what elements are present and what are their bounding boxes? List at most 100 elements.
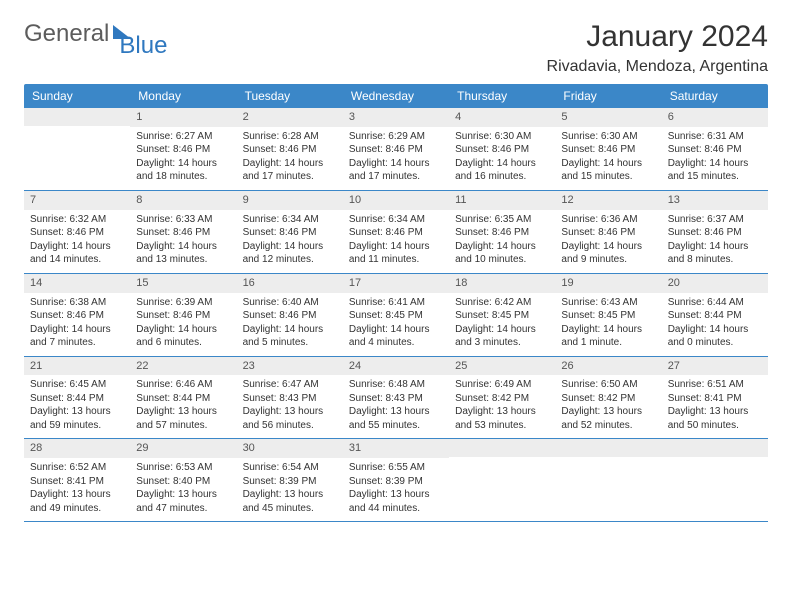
- sunset-line: Sunset: 8:40 PM: [136, 475, 230, 489]
- calendar-day-cell: 26Sunrise: 6:50 AMSunset: 8:42 PMDayligh…: [555, 356, 661, 439]
- sunrise-line: Sunrise: 6:37 AM: [668, 213, 762, 227]
- sunset-line: Sunset: 8:46 PM: [243, 309, 337, 323]
- day-details: Sunrise: 6:34 AMSunset: 8:46 PMDaylight:…: [237, 210, 343, 273]
- daylight-line: and 7 minutes.: [30, 336, 124, 350]
- day-details: Sunrise: 6:45 AMSunset: 8:44 PMDaylight:…: [24, 375, 130, 438]
- daylight-line: Daylight: 14 hours: [455, 240, 549, 254]
- day-number: 13: [662, 191, 768, 210]
- daylight-line: and 47 minutes.: [136, 502, 230, 516]
- day-details: Sunrise: 6:52 AMSunset: 8:41 PMDaylight:…: [24, 458, 130, 521]
- sunrise-line: Sunrise: 6:44 AM: [668, 296, 762, 310]
- daylight-line: and 50 minutes.: [668, 419, 762, 433]
- daylight-line: Daylight: 13 hours: [349, 488, 443, 502]
- calendar-week-row: 28Sunrise: 6:52 AMSunset: 8:41 PMDayligh…: [24, 439, 768, 522]
- calendar-day-cell: 15Sunrise: 6:39 AMSunset: 8:46 PMDayligh…: [130, 273, 236, 356]
- sunrise-line: Sunrise: 6:43 AM: [561, 296, 655, 310]
- sunset-line: Sunset: 8:46 PM: [455, 226, 549, 240]
- sunset-line: Sunset: 8:41 PM: [668, 392, 762, 406]
- day-number: [24, 108, 130, 126]
- daylight-line: Daylight: 14 hours: [136, 157, 230, 171]
- daylight-line: and 53 minutes.: [455, 419, 549, 433]
- calendar-day-cell: [662, 439, 768, 522]
- daylight-line: and 3 minutes.: [455, 336, 549, 350]
- day-number: 28: [24, 439, 130, 458]
- daylight-line: and 5 minutes.: [243, 336, 337, 350]
- calendar-day-cell: 4Sunrise: 6:30 AMSunset: 8:46 PMDaylight…: [449, 108, 555, 190]
- daylight-line: and 8 minutes.: [668, 253, 762, 267]
- calendar-day-cell: 30Sunrise: 6:54 AMSunset: 8:39 PMDayligh…: [237, 439, 343, 522]
- daylight-line: and 13 minutes.: [136, 253, 230, 267]
- day-details: Sunrise: 6:30 AMSunset: 8:46 PMDaylight:…: [555, 127, 661, 190]
- daylight-line: Daylight: 13 hours: [243, 405, 337, 419]
- day-number: 11: [449, 191, 555, 210]
- daylight-line: and 15 minutes.: [561, 170, 655, 184]
- sunset-line: Sunset: 8:46 PM: [243, 143, 337, 157]
- sunset-line: Sunset: 8:46 PM: [136, 143, 230, 157]
- day-of-week-header: Sunday: [24, 84, 130, 108]
- day-details: Sunrise: 6:49 AMSunset: 8:42 PMDaylight:…: [449, 375, 555, 438]
- sunrise-line: Sunrise: 6:54 AM: [243, 461, 337, 475]
- daylight-line: Daylight: 13 hours: [30, 488, 124, 502]
- sunrise-line: Sunrise: 6:28 AM: [243, 130, 337, 144]
- daylight-line: and 55 minutes.: [349, 419, 443, 433]
- sunrise-line: Sunrise: 6:35 AM: [455, 213, 549, 227]
- calendar-day-cell: 12Sunrise: 6:36 AMSunset: 8:46 PMDayligh…: [555, 190, 661, 273]
- calendar-day-cell: 2Sunrise: 6:28 AMSunset: 8:46 PMDaylight…: [237, 108, 343, 190]
- day-of-week-header: Friday: [555, 84, 661, 108]
- calendar-day-cell: 28Sunrise: 6:52 AMSunset: 8:41 PMDayligh…: [24, 439, 130, 522]
- sunset-line: Sunset: 8:39 PM: [349, 475, 443, 489]
- daylight-line: and 52 minutes.: [561, 419, 655, 433]
- sunrise-line: Sunrise: 6:29 AM: [349, 130, 443, 144]
- sunset-line: Sunset: 8:46 PM: [561, 226, 655, 240]
- sunset-line: Sunset: 8:46 PM: [561, 143, 655, 157]
- calendar-day-cell: 14Sunrise: 6:38 AMSunset: 8:46 PMDayligh…: [24, 273, 130, 356]
- sunrise-line: Sunrise: 6:31 AM: [668, 130, 762, 144]
- sunset-line: Sunset: 8:44 PM: [668, 309, 762, 323]
- daylight-line: and 12 minutes.: [243, 253, 337, 267]
- day-details: Sunrise: 6:53 AMSunset: 8:40 PMDaylight:…: [130, 458, 236, 521]
- daylight-line: and 45 minutes.: [243, 502, 337, 516]
- daylight-line: Daylight: 14 hours: [349, 323, 443, 337]
- sunrise-line: Sunrise: 6:34 AM: [243, 213, 337, 227]
- calendar-day-cell: 21Sunrise: 6:45 AMSunset: 8:44 PMDayligh…: [24, 356, 130, 439]
- daylight-line: Daylight: 13 hours: [136, 405, 230, 419]
- day-details: Sunrise: 6:54 AMSunset: 8:39 PMDaylight:…: [237, 458, 343, 521]
- calendar-day-cell: 19Sunrise: 6:43 AMSunset: 8:45 PMDayligh…: [555, 273, 661, 356]
- day-of-week-row: SundayMondayTuesdayWednesdayThursdayFrid…: [24, 84, 768, 108]
- sunrise-line: Sunrise: 6:46 AM: [136, 378, 230, 392]
- day-number: 16: [237, 274, 343, 293]
- day-number: 17: [343, 274, 449, 293]
- day-number: 6: [662, 108, 768, 127]
- sunrise-line: Sunrise: 6:38 AM: [30, 296, 124, 310]
- day-of-week-header: Thursday: [449, 84, 555, 108]
- calendar-day-cell: 24Sunrise: 6:48 AMSunset: 8:43 PMDayligh…: [343, 356, 449, 439]
- calendar-day-cell: 5Sunrise: 6:30 AMSunset: 8:46 PMDaylight…: [555, 108, 661, 190]
- daylight-line: Daylight: 14 hours: [561, 240, 655, 254]
- day-details: Sunrise: 6:36 AMSunset: 8:46 PMDaylight:…: [555, 210, 661, 273]
- sunset-line: Sunset: 8:46 PM: [243, 226, 337, 240]
- day-details: Sunrise: 6:41 AMSunset: 8:45 PMDaylight:…: [343, 293, 449, 356]
- day-details: Sunrise: 6:33 AMSunset: 8:46 PMDaylight:…: [130, 210, 236, 273]
- day-number: 4: [449, 108, 555, 127]
- daylight-line: and 14 minutes.: [30, 253, 124, 267]
- day-details: Sunrise: 6:40 AMSunset: 8:46 PMDaylight:…: [237, 293, 343, 356]
- daylight-line: and 9 minutes.: [561, 253, 655, 267]
- daylight-line: and 57 minutes.: [136, 419, 230, 433]
- day-number: 3: [343, 108, 449, 127]
- sunrise-line: Sunrise: 6:41 AM: [349, 296, 443, 310]
- calendar-day-cell: 23Sunrise: 6:47 AMSunset: 8:43 PMDayligh…: [237, 356, 343, 439]
- daylight-line: and 15 minutes.: [668, 170, 762, 184]
- daylight-line: Daylight: 14 hours: [455, 323, 549, 337]
- calendar-day-cell: 8Sunrise: 6:33 AMSunset: 8:46 PMDaylight…: [130, 190, 236, 273]
- sunrise-line: Sunrise: 6:32 AM: [30, 213, 124, 227]
- day-details: Sunrise: 6:30 AMSunset: 8:46 PMDaylight:…: [449, 127, 555, 190]
- day-number: 24: [343, 357, 449, 376]
- day-details: Sunrise: 6:51 AMSunset: 8:41 PMDaylight:…: [662, 375, 768, 438]
- day-details: Sunrise: 6:44 AMSunset: 8:44 PMDaylight:…: [662, 293, 768, 356]
- sunset-line: Sunset: 8:45 PM: [455, 309, 549, 323]
- day-details: Sunrise: 6:32 AMSunset: 8:46 PMDaylight:…: [24, 210, 130, 273]
- sunset-line: Sunset: 8:46 PM: [668, 143, 762, 157]
- calendar-day-cell: 29Sunrise: 6:53 AMSunset: 8:40 PMDayligh…: [130, 439, 236, 522]
- daylight-line: Daylight: 14 hours: [136, 323, 230, 337]
- sunrise-line: Sunrise: 6:36 AM: [561, 213, 655, 227]
